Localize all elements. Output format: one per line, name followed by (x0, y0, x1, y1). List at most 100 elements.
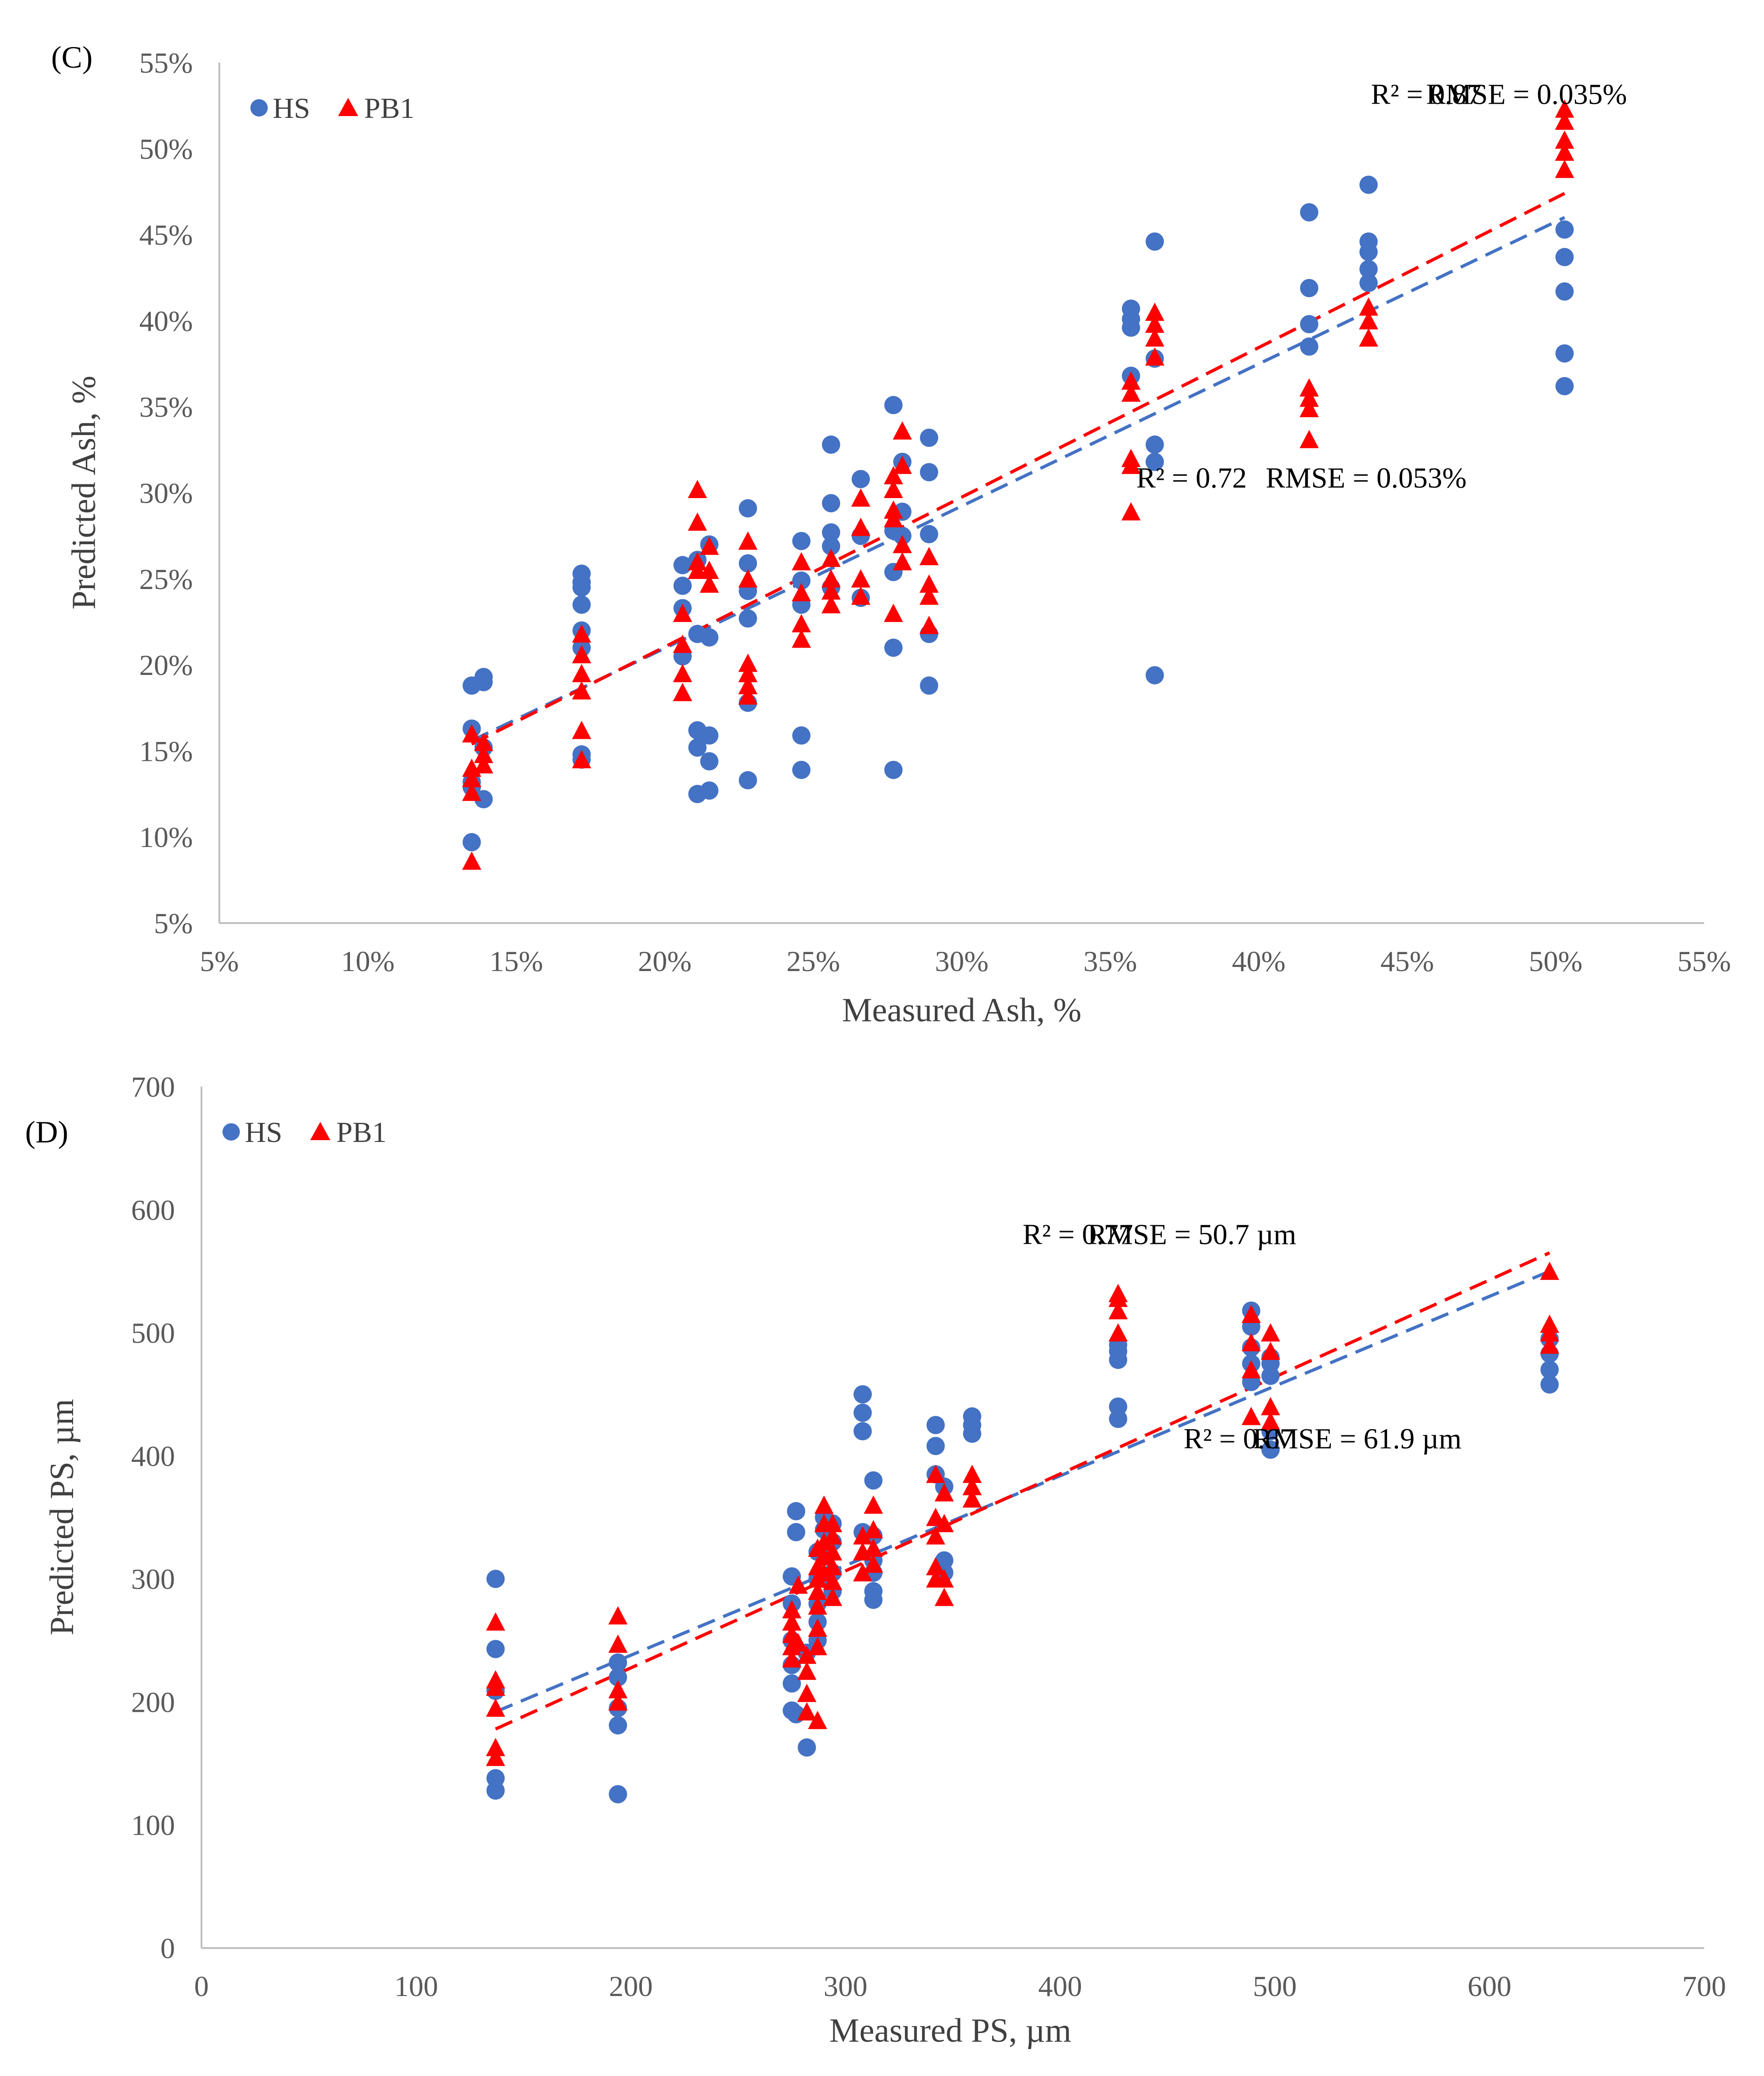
y-tick-label: 35% (139, 391, 193, 423)
pb1-point (1145, 303, 1165, 321)
pb1-point (1540, 1323, 1559, 1342)
pb1-point (919, 574, 939, 593)
panel-c-x-ticks: 5% 10% 15% 20% 25% 30% 35% 40% 45% 50% 55% (200, 945, 1731, 977)
pb1-point (1299, 388, 1319, 407)
pb1-point (486, 1747, 505, 1766)
pb1-point (823, 1526, 842, 1545)
pb1-point (1145, 328, 1165, 347)
hs-point (853, 1422, 872, 1440)
pb1-point (699, 536, 719, 555)
pb1-point (884, 604, 903, 622)
hs-point (486, 1640, 505, 1658)
pb1-point (851, 517, 870, 536)
x-tick-label: 300 (824, 1970, 868, 2002)
pb1-point (926, 1557, 945, 1576)
panel-d-y-ticks: 0 100 200 300 400 500 600 700 (131, 1071, 175, 1965)
pb1-point (863, 1495, 883, 1514)
pb1-point (673, 664, 692, 682)
panel-d-points (486, 1261, 1559, 1804)
pb1-point (738, 653, 758, 672)
pb1-point (1121, 371, 1141, 390)
pb1-point (884, 466, 903, 484)
x-tick-label: 20% (638, 945, 691, 977)
hs-point (572, 578, 591, 597)
pb1-point (738, 686, 758, 705)
pb1-point (962, 1477, 982, 1496)
pb1-point (934, 1483, 954, 1502)
pb1-point (789, 1575, 808, 1594)
hs-point (792, 531, 810, 550)
hs-point (920, 428, 938, 447)
pb1-point (1555, 130, 1574, 149)
legend-hs-label: HS (245, 1116, 282, 1148)
pb1-point (1241, 1305, 1261, 1323)
y-tick-label: 200 (131, 1686, 175, 1718)
hs-point (739, 609, 757, 628)
pb1-trendline (471, 192, 1566, 746)
hs-point (700, 726, 719, 745)
pb1-point (1540, 1261, 1559, 1280)
pb1-point (608, 1634, 628, 1653)
pb1-point (789, 1633, 808, 1652)
x-tick-label: 10% (341, 945, 394, 977)
pb1-point (1241, 1407, 1261, 1425)
hs-point (1145, 666, 1164, 685)
pb1-point (486, 1612, 505, 1631)
panel-c-x-axis-title: Measured Ash, % (842, 992, 1081, 1029)
pb1-point (462, 782, 482, 801)
hs-point (474, 673, 493, 691)
x-tick-label: 50% (1529, 945, 1582, 977)
pb1-point (893, 535, 912, 553)
pb1-point (823, 1588, 842, 1606)
pb1-point (893, 421, 912, 440)
pb1-trendline (495, 1251, 1551, 1731)
y-tick-label: 50% (139, 133, 193, 165)
x-tick-label: 100 (394, 1970, 438, 2002)
y-tick-label: 100 (131, 1809, 175, 1842)
x-tick-label: 30% (935, 945, 988, 977)
pb1-point (863, 1538, 883, 1557)
pb1-point (673, 634, 692, 653)
y-tick-label: 500 (131, 1317, 175, 1349)
annotation-rmse: RMSE = 61.9 µm (1253, 1423, 1462, 1455)
pb1-point (851, 488, 870, 507)
annotation-rmse: RMSE = 50.7 µm (1087, 1218, 1296, 1251)
pb1-point (474, 744, 493, 763)
pb1-point (1121, 383, 1141, 402)
y-tick-label: 15% (139, 735, 193, 767)
pb1-point (1241, 1360, 1261, 1379)
pb1-point (1121, 502, 1141, 520)
hs-point (462, 833, 481, 851)
hs-point (673, 556, 692, 574)
hs-point (739, 554, 757, 573)
hs-point (700, 752, 719, 770)
legend-pb1-label: PB1 (336, 1116, 387, 1148)
panel-c-trendlines (471, 192, 1566, 746)
pb1-point (608, 1692, 628, 1711)
pb1-point (1121, 456, 1141, 474)
pb1-point (673, 604, 692, 622)
hs-point (884, 396, 903, 414)
hs-point (1145, 232, 1164, 251)
panel-d-chart: (D) 0 100 200 300 400 500 600 700 0 100 200 300 400… (25, 1071, 1726, 2049)
pb1-point (1540, 1335, 1559, 1354)
pb1-point (893, 552, 912, 571)
hs-point (787, 1523, 805, 1541)
hs-point (1145, 435, 1164, 454)
pb1-point (782, 1600, 802, 1619)
pb1-point (572, 664, 591, 682)
hs-point (486, 1781, 505, 1800)
x-tick-label: 200 (609, 1970, 653, 2002)
hs-point (1300, 203, 1319, 222)
pb1-point (808, 1618, 827, 1637)
annotation-r2: R² = 0.72 (1136, 462, 1247, 494)
hs-point (609, 1785, 627, 1804)
hs-point (486, 1570, 505, 1588)
hs-point (822, 494, 840, 513)
pb1-point (823, 1572, 842, 1590)
pb1-point (1108, 1301, 1128, 1320)
pb1-point (1108, 1323, 1128, 1342)
hs-point (853, 1385, 872, 1404)
panel-c-legend: HS PB1 (250, 92, 414, 124)
hs-point (787, 1502, 805, 1521)
